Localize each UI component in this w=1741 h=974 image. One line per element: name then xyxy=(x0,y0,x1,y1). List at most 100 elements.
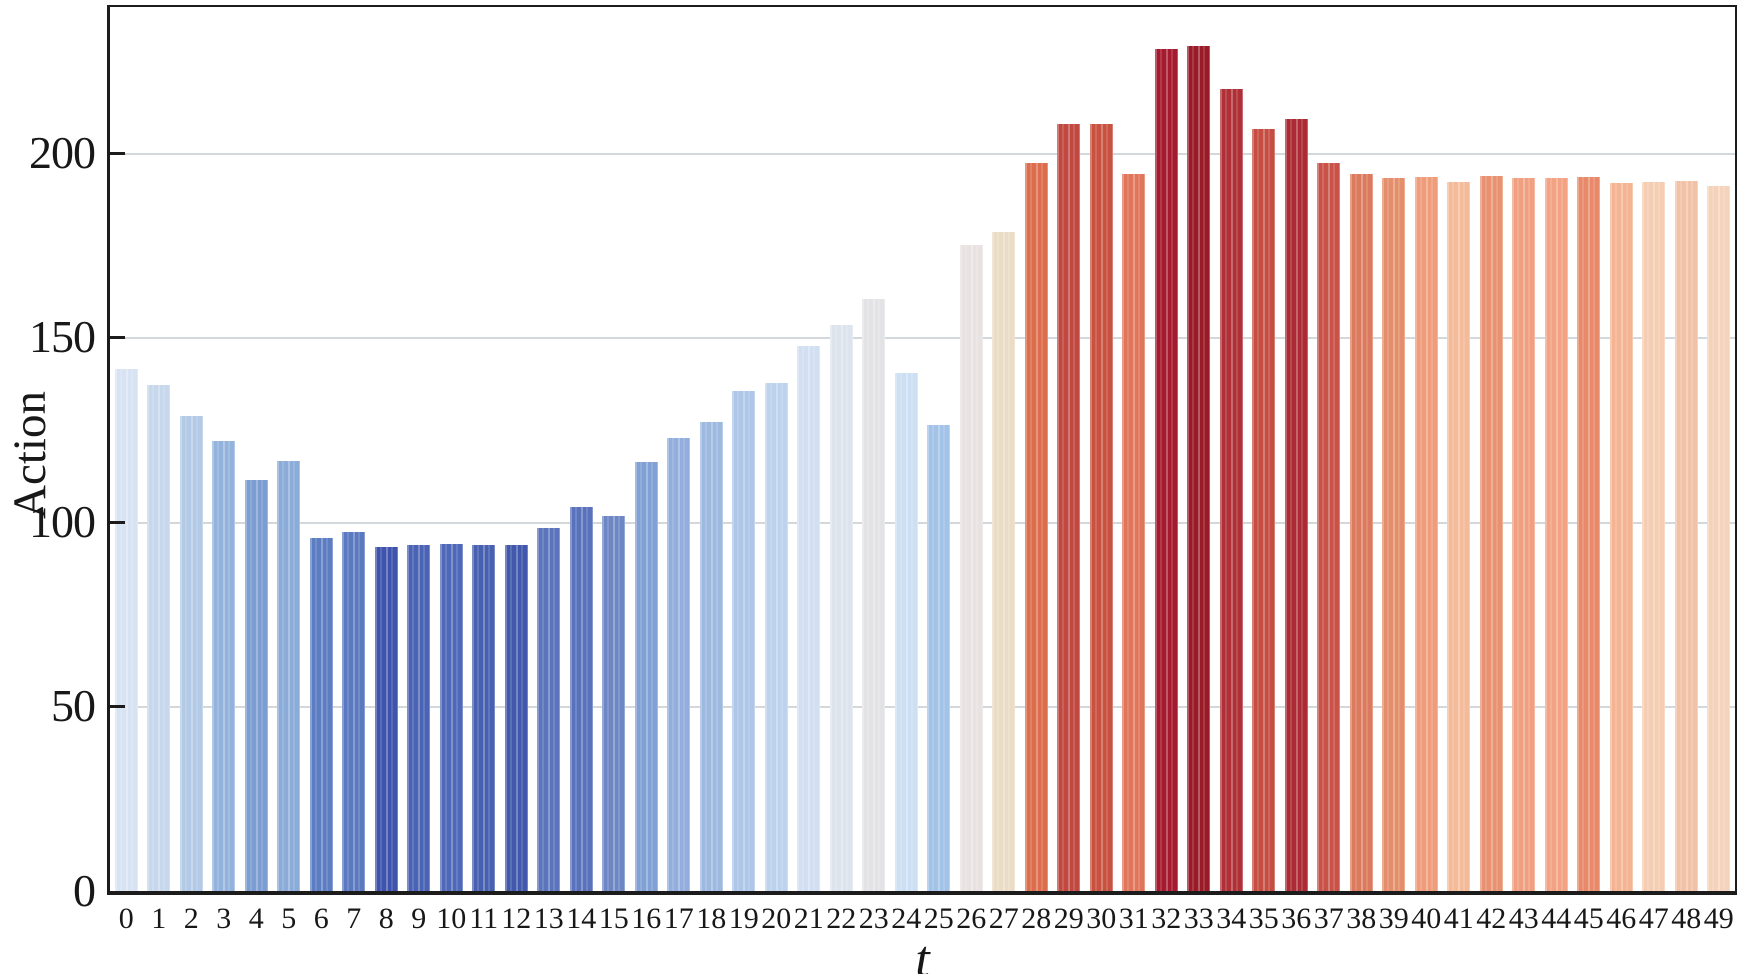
bar-slot-22 xyxy=(825,7,858,891)
bar-t37 xyxy=(1317,163,1341,891)
x-tick-label-35: 35 xyxy=(1248,902,1279,935)
x-tick-label-30: 30 xyxy=(1086,902,1117,935)
x-tick-label-49: 49 xyxy=(1703,902,1734,935)
bar-t29 xyxy=(1057,124,1081,891)
gridline-100 xyxy=(110,521,1735,524)
bar-t19 xyxy=(732,390,756,891)
bar-t32 xyxy=(1154,48,1178,891)
bar-t42 xyxy=(1479,176,1503,891)
bar-slot-11 xyxy=(468,7,501,891)
y-tick-mark-200 xyxy=(110,151,125,155)
x-tick-labels: 0 1 2 3 4 5 6 7 8 9 10 11 12 13 14 15 16 17 18 19 20 21 22 23 24… xyxy=(110,902,1735,936)
bar-t48 xyxy=(1674,180,1698,891)
x-axis-title: t xyxy=(915,931,930,974)
x-tick-label-28: 28 xyxy=(1021,902,1052,935)
bar-slot-24 xyxy=(890,7,923,891)
x-tick-label-27: 27 xyxy=(988,902,1019,935)
x-tick-label-32: 32 xyxy=(1151,902,1182,935)
bars-container xyxy=(110,7,1735,891)
x-tick-label-24: 24 xyxy=(891,902,922,935)
bar-t8 xyxy=(374,546,398,891)
bar-slot-13 xyxy=(533,7,566,891)
bar-slot-32 xyxy=(1150,7,1183,891)
x-tick-label-12: 12 xyxy=(501,902,532,935)
y-tick-mark-50 xyxy=(110,705,125,709)
bar-slot-8 xyxy=(370,7,403,891)
bar-slot-47 xyxy=(1638,7,1671,891)
bar-t49 xyxy=(1707,186,1731,891)
bar-t40 xyxy=(1414,176,1438,891)
bar-t36 xyxy=(1284,119,1308,891)
bar-slot-44 xyxy=(1540,7,1573,891)
x-tick-label-19: 19 xyxy=(728,902,759,935)
plot-area xyxy=(107,5,1737,895)
bar-slot-40 xyxy=(1410,7,1443,891)
bar-slot-4 xyxy=(240,7,273,891)
bar-t31 xyxy=(1122,173,1146,891)
x-tick-label-11: 11 xyxy=(469,902,499,935)
bar-slot-39 xyxy=(1378,7,1411,891)
bar-t14 xyxy=(569,506,593,891)
x-tick-label-2: 2 xyxy=(183,902,199,935)
y-tick-label-200: 200 xyxy=(29,126,96,178)
bar-slot-6 xyxy=(305,7,338,891)
bar-t27 xyxy=(992,231,1016,891)
bar-t21 xyxy=(797,345,821,891)
bar-t12 xyxy=(504,544,528,891)
y-tick-label-100: 100 xyxy=(29,495,96,547)
bar-slot-27 xyxy=(988,7,1021,891)
x-tick-label-33: 33 xyxy=(1183,902,1214,935)
x-tick-label-10: 10 xyxy=(436,902,467,935)
bar-t7 xyxy=(342,531,366,891)
x-tick-label-14: 14 xyxy=(566,902,597,935)
bar-slot-17 xyxy=(663,7,696,891)
bar-slot-1 xyxy=(143,7,176,891)
bar-slot-12 xyxy=(500,7,533,891)
bar-t22 xyxy=(829,325,853,891)
x-tick-label-45: 45 xyxy=(1573,902,1604,935)
bar-t28 xyxy=(1024,163,1048,891)
gridline-50 xyxy=(110,706,1735,709)
x-tick-label-40: 40 xyxy=(1411,902,1442,935)
bar-slot-25 xyxy=(923,7,956,891)
x-tick-label-6: 6 xyxy=(313,902,329,935)
x-tick-label-0: 0 xyxy=(118,902,134,935)
bar-t17 xyxy=(667,438,691,891)
bar-t35 xyxy=(1252,129,1276,891)
bar-t15 xyxy=(602,516,626,891)
bar-t41 xyxy=(1447,181,1471,891)
bar-t18 xyxy=(699,422,723,891)
bar-slot-48 xyxy=(1670,7,1703,891)
y-tick-mark-100 xyxy=(110,520,125,524)
x-tick-label-17: 17 xyxy=(663,902,694,935)
bar-t44 xyxy=(1544,177,1568,891)
bar-slot-18 xyxy=(695,7,728,891)
bar-slot-41 xyxy=(1443,7,1476,891)
x-tick-label-7: 7 xyxy=(346,902,362,935)
x-tick-label-34: 34 xyxy=(1216,902,1247,935)
y-tick-label-150: 150 xyxy=(29,311,96,363)
gridline-150 xyxy=(110,337,1735,340)
bar-t25 xyxy=(927,425,951,891)
bar-slot-30 xyxy=(1085,7,1118,891)
bar-slot-42 xyxy=(1475,7,1508,891)
x-tick-label-38: 38 xyxy=(1346,902,1377,935)
bar-t23 xyxy=(862,299,886,891)
bar-t5 xyxy=(277,461,301,891)
x-tick-label-22: 22 xyxy=(826,902,857,935)
x-tick-label-25: 25 xyxy=(923,902,954,935)
x-tick-label-3: 3 xyxy=(216,902,232,935)
bar-t34 xyxy=(1219,89,1243,891)
bar-slot-29 xyxy=(1053,7,1086,891)
bar-t0 xyxy=(114,368,138,891)
bar-slot-33 xyxy=(1183,7,1216,891)
bar-slot-46 xyxy=(1605,7,1638,891)
x-tick-label-43: 43 xyxy=(1508,902,1539,935)
x-tick-label-5: 5 xyxy=(281,902,297,935)
x-tick-label-18: 18 xyxy=(696,902,727,935)
bar-slot-21 xyxy=(793,7,826,891)
bar-slot-49 xyxy=(1703,7,1736,891)
x-tick-label-37: 37 xyxy=(1313,902,1344,935)
bar-t3 xyxy=(212,441,236,891)
